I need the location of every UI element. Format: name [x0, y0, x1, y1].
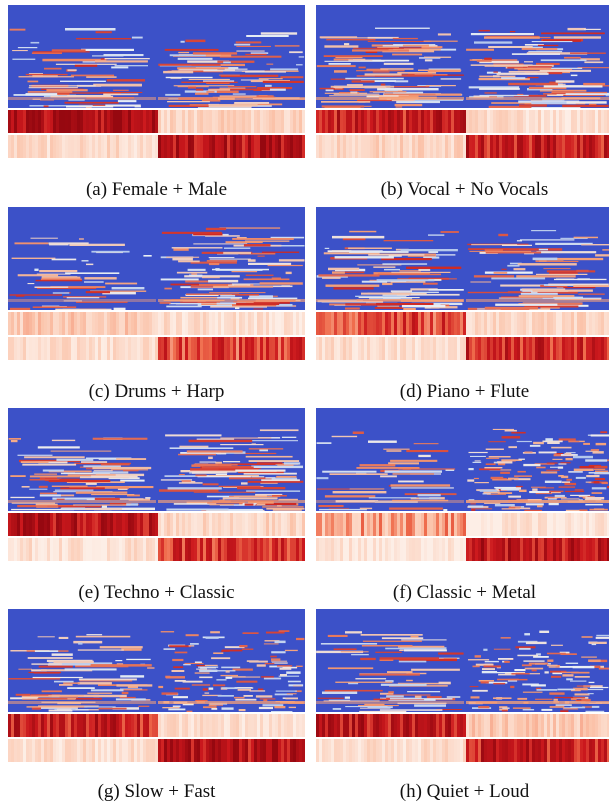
- panel-caption: (e) Techno + Classic: [8, 582, 305, 604]
- spectrogram: [8, 408, 305, 511]
- activation-bar-1: [8, 714, 305, 737]
- spectrogram: [316, 5, 609, 108]
- panel-caption: (h) Quiet + Loud: [316, 781, 609, 803]
- activation-bar-2: [8, 739, 305, 762]
- spectrogram-plot: [8, 609, 305, 712]
- panel-caption: (g) Slow + Fast: [8, 781, 305, 803]
- activation-bar-1: [316, 312, 609, 335]
- spectrogram: [316, 408, 609, 511]
- spectrogram-plot: [316, 5, 609, 108]
- activation-bar-1: [8, 513, 305, 536]
- activation-bar-1: [316, 110, 609, 133]
- spectrogram-plot: [8, 207, 305, 310]
- spectrogram: [316, 207, 609, 310]
- spectrogram-plot: [316, 408, 609, 511]
- spectrogram-plot: [316, 207, 609, 310]
- panel-caption: (f) Classic + Metal: [316, 582, 609, 604]
- activation-bar-2: [316, 337, 609, 360]
- activation-bar-1: [316, 714, 609, 737]
- spectrogram: [8, 609, 305, 712]
- activation-bar-2: [8, 337, 305, 360]
- activation-bar-2: [8, 135, 305, 158]
- spectrogram-plot: [8, 408, 305, 511]
- panel-caption: (a) Female + Male: [8, 179, 305, 201]
- panel-caption: (c) Drums + Harp: [8, 381, 305, 403]
- spectrogram: [316, 609, 609, 712]
- panel-caption: (d) Piano + Flute: [316, 381, 609, 403]
- spectrogram: [8, 5, 305, 108]
- activation-bar-1: [8, 312, 305, 335]
- activation-bar-2: [316, 538, 609, 561]
- activation-bar-2: [8, 538, 305, 561]
- activation-bar-2: [316, 739, 609, 762]
- activation-bar-1: [316, 513, 609, 536]
- spectrogram: [8, 207, 305, 310]
- activation-bar-1: [8, 110, 305, 133]
- spectrogram-plot: [316, 609, 609, 712]
- activation-bar-2: [316, 135, 609, 158]
- panel-caption: (b) Vocal + No Vocals: [316, 179, 609, 201]
- spectrogram-plot: [8, 5, 305, 108]
